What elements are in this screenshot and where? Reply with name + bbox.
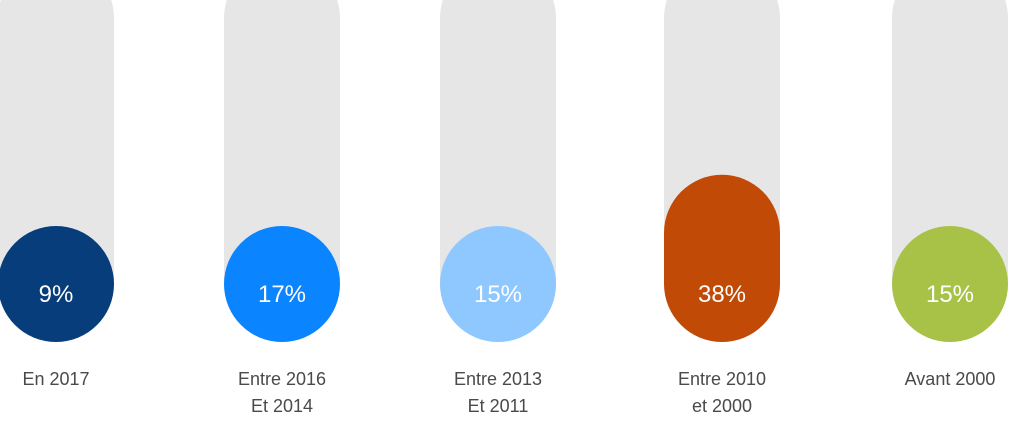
category-label: Et 2014 bbox=[251, 396, 313, 416]
category-label: En 2017 bbox=[22, 369, 89, 389]
bar-value-label: 38% bbox=[698, 281, 746, 308]
bar-fill bbox=[0, 226, 114, 342]
category-label: et 2000 bbox=[692, 396, 752, 416]
bar-value-label: 15% bbox=[474, 281, 522, 308]
category-label: Entre 2013 bbox=[454, 369, 542, 389]
bar-fill bbox=[664, 174, 780, 342]
category-label: Avant 2000 bbox=[905, 369, 996, 389]
category-label: Entre 2016 bbox=[238, 369, 326, 389]
bar-fill bbox=[440, 226, 556, 342]
category-label: Entre 2010 bbox=[678, 369, 766, 389]
bar-value-label: 15% bbox=[926, 281, 974, 308]
bar-fill bbox=[224, 226, 340, 342]
bar-fill bbox=[892, 226, 1008, 342]
bar-value-label: 9% bbox=[39, 281, 74, 308]
category-label: Et 2011 bbox=[468, 396, 529, 416]
bar-value-label: 17% bbox=[258, 281, 306, 308]
